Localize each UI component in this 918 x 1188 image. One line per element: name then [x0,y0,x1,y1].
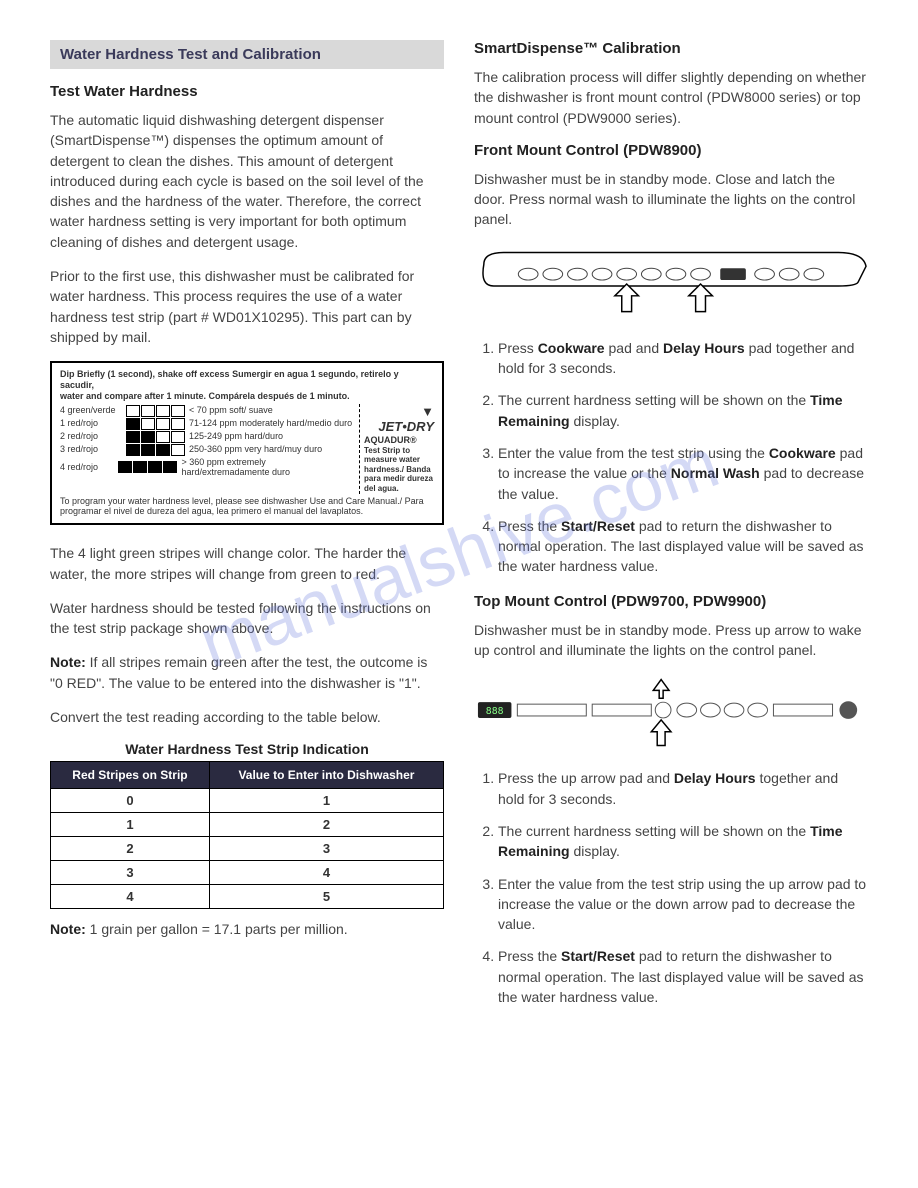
strip-row: 4 green/verde< 70 ppm soft/ suave [60,405,353,417]
list-item: Press the Start/Reset pad to return the … [498,516,868,577]
para-top-standby: Dishwasher must be in standby mode. Pres… [474,620,868,661]
table-row: 01 [51,789,444,813]
strip-instruction-2: water and compare after 1 minute. Compár… [60,391,434,402]
para-cal-intro: The calibration process will differ slig… [474,67,868,128]
list-item: Press the Start/Reset pad to return the … [498,946,868,1007]
strip-side-text: Test Strip to measure water hardness./ B… [364,446,434,494]
left-column: Water Hardness Test and Calibration Test… [50,40,444,1023]
list-item: The current hardness setting will be sho… [498,821,868,862]
front-steps-list: Press Cookware pad and Delay Hours pad t… [474,338,868,577]
para-note-green: Note: If all stripes remain green after … [50,652,444,693]
para-convert: Convert the test reading according to th… [50,707,444,727]
table-row: 34 [51,861,444,885]
aquadur-text: AQUADUR® [364,435,434,446]
hardness-table: Red Stripes on Strip Value to Enter into… [50,761,444,909]
table-header-stripes: Red Stripes on Strip [51,762,210,789]
top-panel-figure: 888 [474,674,868,754]
strip-row: 3 red/rojo250-360 ppm very hard/muy duro [60,444,353,456]
heading-front-mount: Front Mount Control (PDW8900) [474,142,868,159]
para-intro-1: The automatic liquid dishwashing deterge… [50,110,444,252]
front-panel-figure [474,244,868,324]
heading-top-mount: Top Mount Control (PDW9700, PDW9900) [474,593,868,610]
right-column: SmartDispense™ Calibration The calibrati… [474,40,868,1023]
strip-footer: To program your water hardness level, pl… [60,496,434,518]
test-strip-figure: Dip Briefly (1 second), shake off excess… [50,361,444,525]
heading-test-water-hardness: Test Water Hardness [50,83,444,100]
table-row: 45 [51,885,444,909]
para-front-standby: Dishwasher must be in standby mode. Clos… [474,169,868,230]
table-caption: Water Hardness Test Strip Indication [50,741,444,757]
jetdry-logo-text: ▼ JET•DRY [364,404,434,435]
section-banner: Water Hardness Test and Calibration [50,40,444,69]
strip-row: 4 red/rojo> 360 ppm extremely hard/extre… [60,457,353,479]
list-item: Enter the value from the test strip usin… [498,443,868,504]
page-columns: Water Hardness Test and Calibration Test… [50,40,868,1023]
heading-smartdispense-cal: SmartDispense™ Calibration [474,40,868,57]
para-stripes-change: The 4 light green stripes will change co… [50,543,444,584]
top-steps-list: Press the up arrow pad and Delay Hours t… [474,768,868,1007]
table-header-value: Value to Enter into Dishwasher [209,762,443,789]
strip-row: 2 red/rojo125-249 ppm hard/duro [60,431,353,443]
list-item: Press Cookware pad and Delay Hours pad t… [498,338,868,379]
para-intro-2: Prior to the first use, this dishwasher … [50,266,444,347]
strip-row: 1 red/rojo71-124 ppm moderately hard/med… [60,418,353,430]
para-note-grain: Note: 1 grain per gallon = 17.1 parts pe… [50,919,444,939]
list-item: The current hardness setting will be sho… [498,390,868,431]
list-item: Press the up arrow pad and Delay Hours t… [498,768,868,809]
strip-instruction-1: Dip Briefly (1 second), shake off excess… [60,369,434,391]
table-row: 12 [51,813,444,837]
table-row: 23 [51,837,444,861]
para-follow-instructions: Water hardness should be tested followin… [50,598,444,639]
svg-text:888: 888 [486,706,504,717]
list-item: Enter the value from the test strip usin… [498,874,868,935]
